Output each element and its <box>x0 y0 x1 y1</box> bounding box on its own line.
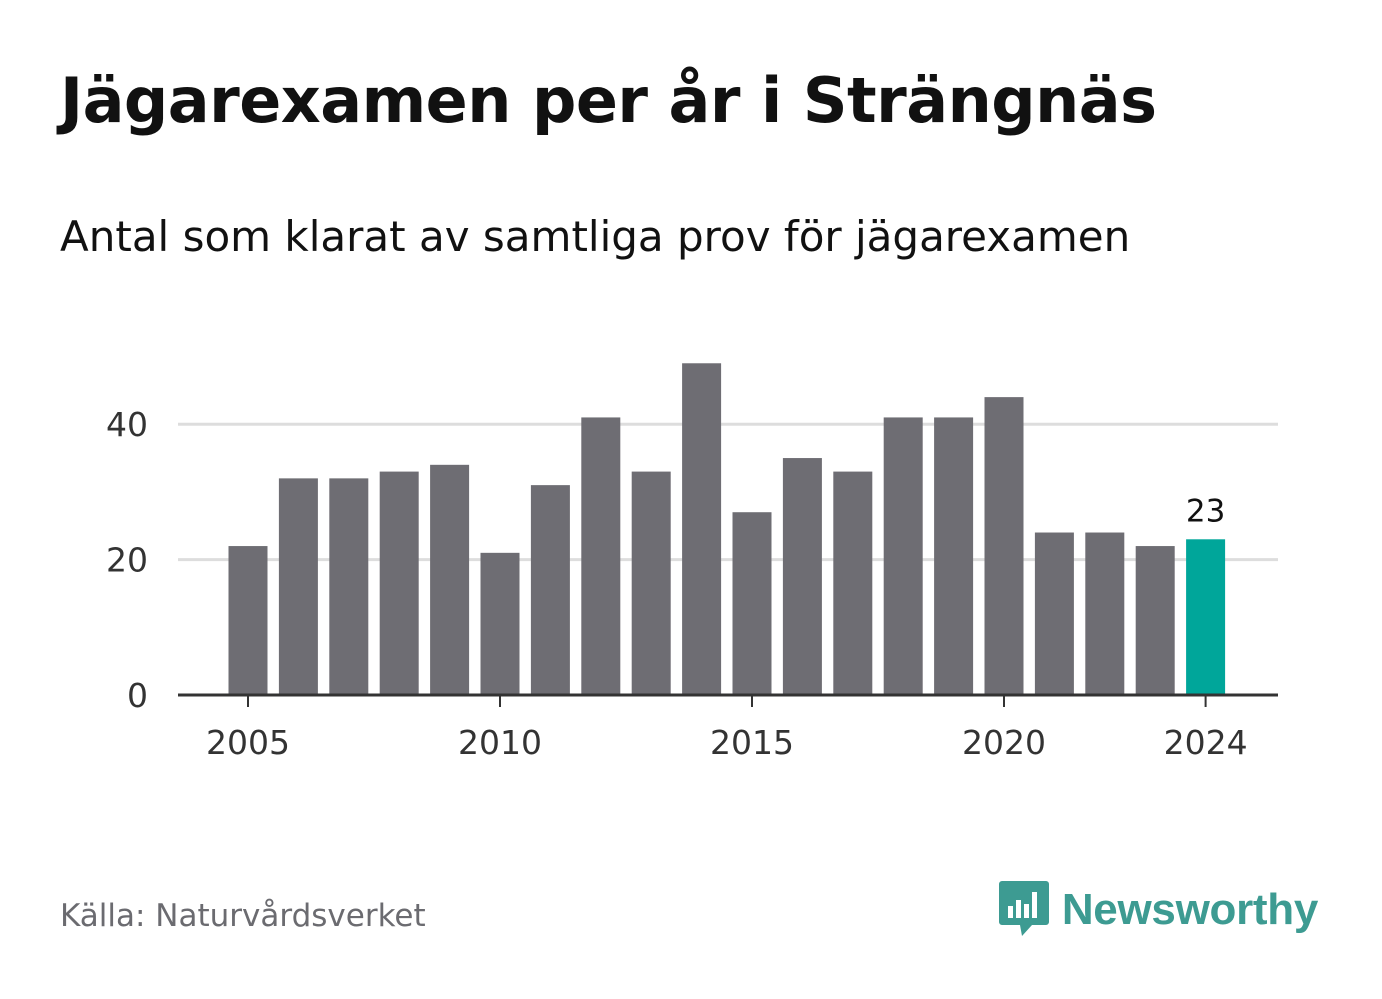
y-tick-label: 20 <box>106 541 148 580</box>
bar-2011 <box>530 485 570 695</box>
chart-subtitle: Antal som klarat av samtliga prov för jä… <box>60 212 1131 261</box>
bar-2014 <box>682 363 722 695</box>
bar-2010 <box>480 552 520 695</box>
x-tick-label: 2010 <box>458 723 542 762</box>
bar-2015 <box>732 512 772 695</box>
bar-2006 <box>278 478 318 695</box>
brand-logo: Newsworthy <box>998 878 1318 942</box>
labels: 0 20 40 23 2005 2010 2015 2020 2024 <box>106 405 1248 762</box>
bar-2022 <box>1085 532 1125 695</box>
bar-2007 <box>329 478 369 695</box>
bar-2017 <box>833 471 873 695</box>
bar-2020 <box>984 397 1024 695</box>
bar-2021 <box>1034 532 1074 695</box>
bar-2005 <box>228 546 268 695</box>
chart-title: Jägarexamen per år i Strängnäs <box>60 64 1157 137</box>
bar-2008 <box>379 471 419 695</box>
brand-name: Newsworthy <box>1061 885 1318 934</box>
x-tick-label: 2020 <box>962 723 1046 762</box>
axes <box>178 693 1278 707</box>
x-tick-label: 2015 <box>710 723 794 762</box>
bar-2023 <box>1135 546 1175 695</box>
bar-chart-speech-bubble-icon <box>998 878 1050 942</box>
x-tick-label: 2005 <box>206 723 290 762</box>
bar-highlight-2024 <box>1186 539 1226 695</box>
y-tick-label: 40 <box>106 405 148 444</box>
highlight-value-label: 23 <box>1186 493 1225 529</box>
x-tick-label: 2024 <box>1164 723 1248 762</box>
bar-2012 <box>581 417 621 695</box>
bar-2016 <box>782 458 822 695</box>
bar-2018 <box>883 417 923 695</box>
bar-2013 <box>631 471 671 695</box>
bar-2019 <box>934 417 974 695</box>
bars <box>228 363 1226 695</box>
bar-2009 <box>430 464 470 695</box>
y-tick-label: 0 <box>127 676 148 715</box>
source-note: Källa: Naturvårdsverket <box>60 898 426 934</box>
